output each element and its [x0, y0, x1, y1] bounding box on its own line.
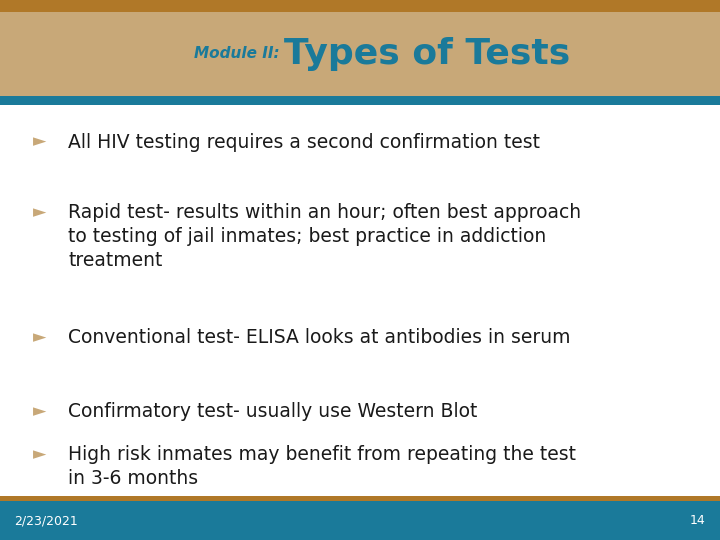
Bar — [0, 12, 720, 96]
Text: Rapid test- results within an hour; often best approach
to testing of jail inmat: Rapid test- results within an hour; ofte… — [68, 203, 582, 271]
Text: ►: ► — [33, 445, 46, 463]
Text: 2/23/2021: 2/23/2021 — [14, 514, 78, 527]
Bar — [0, 501, 720, 540]
Text: ►: ► — [33, 402, 46, 420]
Text: ►: ► — [33, 133, 46, 151]
Text: ►: ► — [33, 328, 46, 346]
Text: Module II:: Module II: — [194, 46, 280, 61]
Text: 14: 14 — [690, 514, 706, 527]
Bar — [0, 0, 720, 12]
Text: Types of Tests: Types of Tests — [284, 37, 571, 71]
Bar — [0, 96, 720, 105]
Text: Conventional test- ELISA looks at antibodies in serum: Conventional test- ELISA looks at antibo… — [68, 328, 571, 347]
Text: High risk inmates may benefit from repeating the test
in 3-6 months: High risk inmates may benefit from repea… — [68, 445, 577, 488]
Bar — [0, 496, 720, 501]
Text: ►: ► — [33, 203, 46, 221]
Text: Confirmatory test- usually use Western Blot: Confirmatory test- usually use Western B… — [68, 402, 478, 421]
Text: All HIV testing requires a second confirmation test: All HIV testing requires a second confir… — [68, 133, 541, 152]
